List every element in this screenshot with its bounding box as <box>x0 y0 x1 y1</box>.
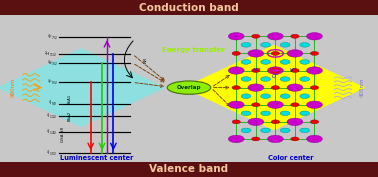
Circle shape <box>287 84 303 91</box>
Circle shape <box>261 94 271 98</box>
Text: 405nm: 405nm <box>359 78 365 97</box>
Circle shape <box>252 34 260 38</box>
Circle shape <box>232 52 240 55</box>
Circle shape <box>228 135 244 143</box>
Bar <box>0 162 378 177</box>
Circle shape <box>252 103 260 107</box>
Text: $^4I_{9/2}$: $^4I_{9/2}$ <box>48 99 57 109</box>
Text: $^4I_{13/2}$: $^4I_{13/2}$ <box>46 127 57 137</box>
Circle shape <box>307 101 322 109</box>
Text: GSA NR: GSA NR <box>61 127 65 142</box>
Circle shape <box>307 33 322 40</box>
Text: Conduction band: Conduction band <box>139 3 239 13</box>
Text: Energy transfer: Energy transfer <box>161 47 224 53</box>
Text: Valence band: Valence band <box>149 164 229 174</box>
Circle shape <box>291 68 299 72</box>
Circle shape <box>280 94 290 98</box>
Circle shape <box>291 137 299 141</box>
Circle shape <box>232 86 240 90</box>
Circle shape <box>300 60 310 64</box>
Circle shape <box>252 68 260 72</box>
Text: BSA1: BSA1 <box>67 94 71 104</box>
Text: $^4F_{7/2}$: $^4F_{7/2}$ <box>47 32 57 42</box>
Text: Overlap: Overlap <box>177 85 201 90</box>
Circle shape <box>271 120 279 124</box>
Circle shape <box>300 42 310 47</box>
Circle shape <box>280 77 290 81</box>
Circle shape <box>248 118 264 125</box>
Circle shape <box>241 128 251 133</box>
Circle shape <box>271 86 279 90</box>
Circle shape <box>252 137 260 141</box>
Circle shape <box>261 111 271 116</box>
Circle shape <box>228 101 244 109</box>
Circle shape <box>261 42 271 47</box>
Text: $V^-$: $V^-$ <box>253 66 262 74</box>
Text: $^4S_{3/2}$: $^4S_{3/2}$ <box>46 58 57 68</box>
Circle shape <box>310 52 319 55</box>
Circle shape <box>268 67 284 74</box>
Circle shape <box>241 111 251 116</box>
Circle shape <box>241 94 251 98</box>
Circle shape <box>261 60 271 64</box>
Text: $^4F_{9/2}$: $^4F_{9/2}$ <box>47 77 57 87</box>
Ellipse shape <box>167 81 211 94</box>
Circle shape <box>271 52 279 55</box>
Circle shape <box>248 84 264 91</box>
Circle shape <box>287 118 303 125</box>
Circle shape <box>280 60 290 64</box>
Text: $^2H_{11/2}$: $^2H_{11/2}$ <box>44 49 57 59</box>
Polygon shape <box>0 48 166 127</box>
Circle shape <box>300 111 310 116</box>
Circle shape <box>241 42 251 47</box>
Circle shape <box>268 33 284 40</box>
Circle shape <box>228 67 244 74</box>
Circle shape <box>228 33 244 40</box>
Circle shape <box>300 128 310 133</box>
Circle shape <box>307 67 322 74</box>
Text: $^4I_{15/2}$: $^4I_{15/2}$ <box>46 148 57 158</box>
Text: 980nm: 980nm <box>11 78 16 97</box>
Circle shape <box>307 135 322 143</box>
Circle shape <box>287 50 303 57</box>
Text: Color center: Color center <box>268 155 313 161</box>
Circle shape <box>300 94 310 98</box>
Text: $^4I_{11/2}$: $^4I_{11/2}$ <box>46 111 57 121</box>
Circle shape <box>241 60 251 64</box>
Bar <box>0 0 378 15</box>
Circle shape <box>261 128 271 133</box>
Text: NR: NR <box>143 57 147 63</box>
Circle shape <box>268 101 284 109</box>
Circle shape <box>310 86 319 90</box>
Polygon shape <box>183 45 365 130</box>
Circle shape <box>300 77 310 81</box>
Circle shape <box>280 42 290 47</box>
Circle shape <box>291 103 299 107</box>
Circle shape <box>232 120 240 124</box>
Circle shape <box>280 111 290 116</box>
Circle shape <box>248 50 264 57</box>
Text: BSA2: BSA2 <box>67 111 71 121</box>
Circle shape <box>261 77 271 81</box>
Text: Luminescent center: Luminescent center <box>60 155 133 161</box>
Circle shape <box>310 120 319 124</box>
Circle shape <box>241 77 251 81</box>
Circle shape <box>291 34 299 38</box>
Circle shape <box>268 135 284 143</box>
Text: $V^-$: $V^-$ <box>289 66 297 74</box>
Text: $O^-$: $O^-$ <box>271 72 280 80</box>
Circle shape <box>280 128 290 133</box>
